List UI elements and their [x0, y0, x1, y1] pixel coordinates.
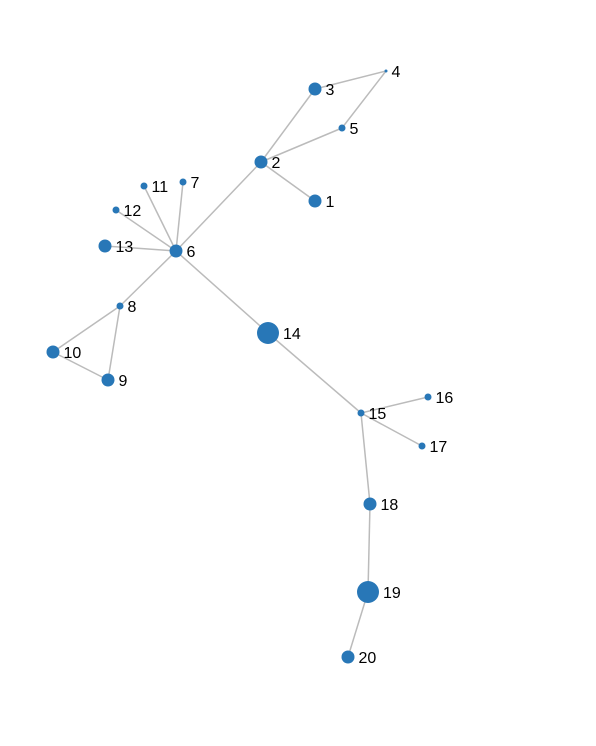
node-label-9: 9 — [119, 373, 128, 390]
node-circle-11[interactable] — [140, 182, 148, 190]
node-label-15: 15 — [369, 406, 387, 423]
node-label-19: 19 — [383, 585, 401, 602]
node-circle-8[interactable] — [116, 302, 124, 310]
node-circle-4[interactable] — [384, 69, 388, 73]
edge-6-11 — [143, 185, 177, 252]
node-14[interactable]: 14 — [257, 322, 301, 344]
node-label-4: 4 — [392, 64, 401, 81]
node-label-12: 12 — [124, 203, 142, 220]
edge-15-18 — [360, 412, 371, 505]
node-label-20: 20 — [359, 650, 377, 667]
edge-6-2 — [175, 161, 262, 252]
edge-6-14 — [175, 250, 269, 334]
node-label-5: 5 — [350, 121, 359, 138]
edge-8-10 — [52, 305, 121, 353]
node-10[interactable]: 10 — [46, 345, 82, 362]
edge-2-1 — [260, 161, 316, 202]
node-circle-10[interactable] — [46, 345, 60, 359]
node-3[interactable]: 3 — [308, 82, 335, 99]
node-15[interactable]: 15 — [357, 406, 387, 423]
node-2[interactable]: 2 — [254, 155, 281, 172]
node-circle-18[interactable] — [363, 497, 377, 511]
node-circle-17[interactable] — [418, 442, 426, 450]
node-label-16: 16 — [436, 390, 454, 407]
node-circle-16[interactable] — [424, 393, 432, 401]
node-13[interactable]: 13 — [98, 239, 134, 256]
node-circle-15[interactable] — [357, 409, 365, 417]
edge-18-19 — [367, 503, 371, 593]
node-label-1: 1 — [326, 194, 335, 211]
edge-14-15 — [267, 332, 362, 414]
node-circle-9[interactable] — [101, 373, 115, 387]
node-label-10: 10 — [64, 345, 82, 362]
node-label-13: 13 — [116, 239, 134, 256]
node-label-11: 11 — [152, 179, 169, 196]
edge-2-5 — [260, 127, 343, 163]
node-12[interactable]: 12 — [112, 203, 142, 220]
node-4[interactable]: 4 — [384, 64, 401, 81]
node-7[interactable]: 7 — [179, 175, 200, 192]
node-label-3: 3 — [326, 82, 335, 99]
edge-6-8 — [119, 250, 177, 307]
edges-layer — [52, 70, 429, 658]
node-circle-14[interactable] — [257, 322, 279, 344]
edge-6-12 — [115, 209, 177, 252]
node-11[interactable]: 11 — [140, 179, 169, 196]
node-8[interactable]: 8 — [116, 299, 137, 316]
edge-5-4 — [341, 70, 387, 129]
node-circle-13[interactable] — [98, 239, 112, 253]
node-label-6: 6 — [187, 244, 196, 261]
node-label-14: 14 — [283, 326, 301, 343]
edge-15-16 — [360, 396, 429, 414]
edge-8-9 — [107, 305, 121, 381]
node-17[interactable]: 17 — [418, 439, 448, 456]
node-circle-19[interactable] — [357, 581, 379, 603]
edge-15-17 — [360, 412, 423, 447]
node-label-7: 7 — [191, 175, 200, 192]
edge-19-20 — [347, 591, 369, 658]
edge-3-4 — [314, 70, 387, 90]
node-1[interactable]: 1 — [308, 194, 335, 211]
node-circle-5[interactable] — [338, 124, 346, 132]
node-circle-12[interactable] — [112, 206, 120, 214]
node-16[interactable]: 16 — [424, 390, 454, 407]
node-label-17: 17 — [430, 439, 448, 456]
node-5[interactable]: 5 — [338, 121, 359, 138]
node-circle-3[interactable] — [308, 82, 322, 96]
edge-6-13 — [104, 245, 177, 252]
node-circle-20[interactable] — [341, 650, 355, 664]
node-18[interactable]: 18 — [363, 497, 399, 514]
node-circle-6[interactable] — [169, 244, 183, 258]
node-circle-7[interactable] — [179, 178, 187, 186]
node-circle-1[interactable] — [308, 194, 322, 208]
node-20[interactable]: 20 — [341, 650, 377, 667]
edge-6-7 — [175, 181, 184, 252]
edge-2-3 — [260, 88, 316, 163]
node-label-8: 8 — [128, 299, 137, 316]
node-circle-2[interactable] — [254, 155, 268, 169]
node-19[interactable]: 19 — [357, 581, 401, 603]
node-label-2: 2 — [272, 155, 281, 172]
edge-10-9 — [52, 351, 109, 381]
node-6[interactable]: 6 — [169, 244, 196, 261]
node-9[interactable]: 9 — [101, 373, 128, 390]
node-label-18: 18 — [381, 497, 399, 514]
